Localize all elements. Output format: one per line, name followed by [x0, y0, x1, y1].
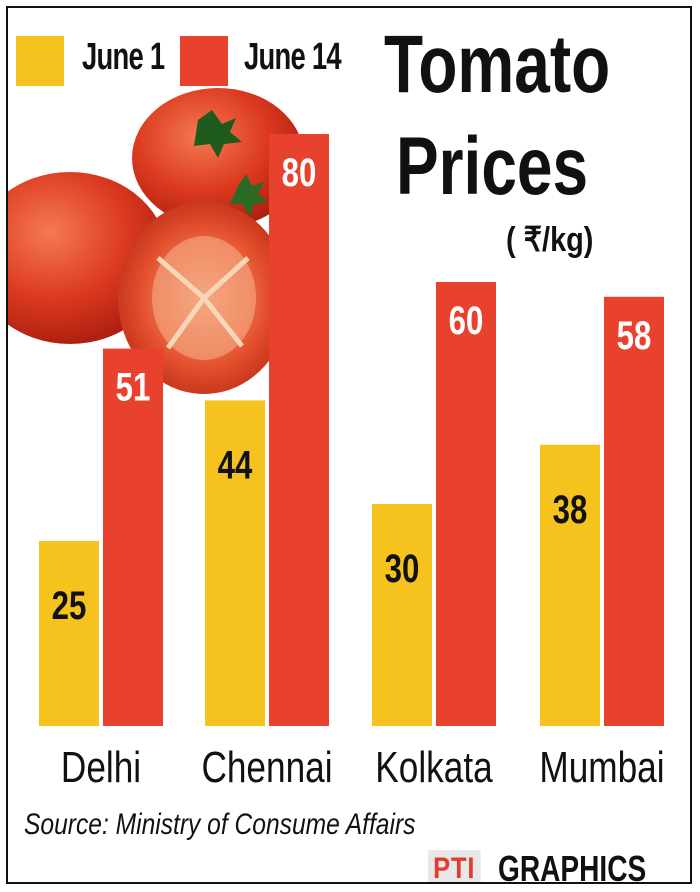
value-label-delhi-june14: 51 [116, 365, 151, 410]
bar-delhi-june14 [103, 348, 163, 726]
value-label-chennai-june1: 44 [218, 443, 253, 488]
credit-text: GRAPHICS [497, 848, 646, 884]
bar-kolkata-june1 [372, 504, 432, 726]
bar-chennai-june14 [269, 134, 329, 726]
category-label-chennai: Chennai [201, 743, 332, 792]
bar-chennai-june1 [205, 400, 265, 726]
category-label-kolkata: Kolkata [375, 743, 493, 792]
value-label-mumbai-june14: 58 [617, 313, 652, 358]
tomato-illustration [8, 88, 304, 394]
legend-label-june1: June 1 [82, 36, 165, 78]
category-label-delhi: Delhi [61, 743, 141, 792]
bar-delhi-june1 [39, 541, 99, 726]
chart-unit: ( ₹/kg) [506, 221, 594, 259]
category-label-mumbai: Mumbai [539, 743, 664, 792]
legend-swatch-june14 [180, 36, 228, 86]
legend-swatch-june1 [16, 36, 64, 86]
bar-chart: 25 51 Delhi 44 80 Chennai 30 60 Kolkata 38 58 Mumba… [8, 88, 665, 792]
pti-logo: PTI [428, 850, 481, 882]
chart-title-line1: Tomato [384, 19, 611, 110]
chart-title-line2: Prices [396, 121, 589, 212]
value-label-kolkata-june1: 30 [385, 546, 420, 591]
value-label-mumbai-june1: 38 [553, 487, 588, 532]
value-label-chennai-june14: 80 [282, 150, 317, 195]
source-note: Source: Ministry of Consume Affairs [24, 808, 416, 841]
pti-graphics-credit: PTI GRAPHICS [428, 846, 688, 884]
bar-mumbai-june1 [540, 444, 600, 726]
bar-kolkata-june14 [436, 282, 496, 726]
bar-mumbai-june14 [604, 296, 664, 726]
value-label-delhi-june1: 25 [52, 583, 87, 628]
value-label-kolkata-june14: 60 [449, 298, 484, 343]
legend-label-june14: June 14 [244, 36, 342, 78]
chart-frame: June 1 June 14 Tomato Prices ( ₹/kg) [6, 6, 692, 884]
